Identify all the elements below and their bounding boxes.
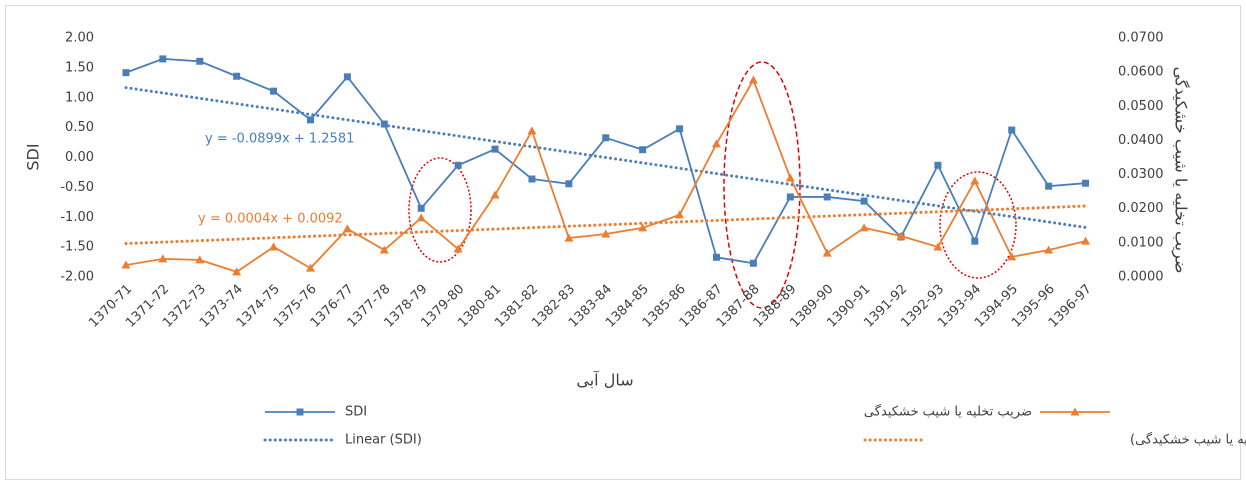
- marker: [306, 116, 314, 124]
- marker: [380, 120, 388, 128]
- marker: [232, 267, 242, 276]
- legend-label: ضریب تخلیه یا شیب خشکیدگی: [864, 404, 1032, 420]
- marker: [417, 204, 425, 212]
- marker: [121, 260, 131, 269]
- marker: [453, 244, 463, 253]
- y-tick-label: 1.50: [65, 60, 94, 75]
- y2-tick-label: 0.0700: [1118, 31, 1164, 46]
- marker: [970, 176, 980, 185]
- legend-label: Linear (ضریب تخلیه یا شیب خشکیدگی): [1130, 432, 1246, 448]
- marker: [269, 242, 279, 251]
- legend-marker: [296, 408, 304, 416]
- y2-axis-title: ضریب تخلیه یا شیب خشکیدگی: [1171, 67, 1191, 274]
- marker: [158, 254, 168, 263]
- marker: [1007, 252, 1017, 261]
- marker: [565, 180, 573, 188]
- marker: [1008, 126, 1016, 134]
- y-tick-label: 0.50: [65, 120, 94, 135]
- marker: [490, 190, 500, 199]
- y2-tick-label: 0.0500: [1118, 99, 1164, 114]
- legend-marker: [1070, 407, 1080, 416]
- marker: [639, 146, 647, 154]
- y2-tick-label: 0.0600: [1118, 65, 1164, 80]
- marker: [860, 197, 868, 205]
- marker: [1044, 245, 1054, 254]
- marker: [528, 175, 536, 183]
- y-axis-title: SDI: [24, 143, 43, 170]
- y2-tick-label: 0.0000: [1118, 270, 1164, 285]
- y-tick-label: -2.00: [60, 270, 94, 285]
- y-tick-label: 0.00: [65, 150, 94, 165]
- trendline: [124, 204, 1088, 246]
- highlight-ellipse: [723, 61, 801, 309]
- marker: [638, 223, 648, 232]
- marker: [195, 255, 205, 264]
- marker: [823, 193, 831, 201]
- legend-label: Linear (SDI): [345, 433, 422, 448]
- y2-tick-label: 0.0300: [1118, 167, 1164, 182]
- marker: [122, 69, 130, 77]
- y2-tick-label: 0.0200: [1118, 201, 1164, 216]
- chart-frame: [5, 5, 1241, 480]
- marker: [1081, 236, 1091, 245]
- marker: [748, 75, 758, 84]
- marker: [159, 55, 167, 63]
- highlight-ellipse: [408, 157, 472, 263]
- marker: [711, 139, 721, 148]
- y-tick-label: 2.00: [65, 31, 94, 46]
- trendline: [124, 86, 1088, 229]
- marker: [676, 125, 684, 133]
- marker: [602, 134, 610, 142]
- y-tick-label: -1.50: [60, 240, 94, 255]
- marker: [896, 231, 906, 240]
- marker: [749, 259, 757, 267]
- marker: [1045, 182, 1053, 190]
- y2-tick-label: 0.0400: [1118, 133, 1164, 148]
- marker: [971, 237, 979, 245]
- y2-tick-label: 0.0100: [1118, 235, 1164, 250]
- marker: [270, 87, 278, 95]
- marker: [934, 161, 942, 169]
- marker: [859, 223, 869, 232]
- marker: [786, 193, 794, 201]
- marker: [712, 253, 720, 261]
- marker: [233, 72, 241, 80]
- marker: [491, 145, 499, 153]
- y-tick-label: 1.00: [65, 90, 94, 105]
- marker: [527, 126, 537, 135]
- marker: [379, 245, 389, 254]
- marker: [343, 73, 351, 81]
- marker: [454, 161, 462, 169]
- x-axis-title: سال آبی: [576, 371, 633, 390]
- trendline-equation: y = -0.0899x + 1.2581: [205, 132, 354, 147]
- marker: [601, 229, 611, 238]
- legend-label: SDI: [345, 405, 367, 420]
- y-tick-label: -1.00: [60, 210, 94, 225]
- marker: [196, 57, 204, 65]
- marker: [675, 210, 685, 219]
- marker: [933, 242, 943, 251]
- marker: [416, 213, 426, 222]
- marker: [305, 263, 315, 272]
- marker: [1082, 179, 1090, 187]
- trendline-equation: y = 0.0004x + 0.0092: [198, 212, 343, 227]
- marker: [564, 233, 574, 242]
- marker: [822, 248, 832, 257]
- marker: [785, 173, 795, 182]
- highlight-ellipse: [939, 171, 1017, 279]
- marker: [342, 224, 352, 233]
- y-tick-label: -0.50: [60, 180, 94, 195]
